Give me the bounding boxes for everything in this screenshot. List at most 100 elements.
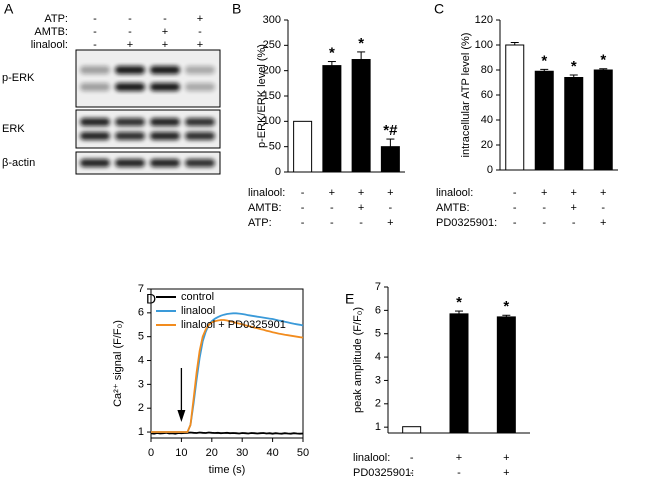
condition-label: AMTB: xyxy=(34,26,68,38)
annotation: * xyxy=(571,58,577,75)
y-tick-label: 100 xyxy=(475,39,493,51)
blot-band xyxy=(150,83,180,91)
y-tick-label: 100 xyxy=(263,115,281,127)
condition-label: linalool: xyxy=(248,187,285,199)
condition-sign: - xyxy=(410,452,414,464)
x-tick-label: 10 xyxy=(175,447,187,459)
bar xyxy=(496,316,516,434)
y-tick-label: 4 xyxy=(138,354,144,366)
x-tick-label: 0 xyxy=(148,447,154,459)
blot-band xyxy=(80,118,110,126)
condition-sign: - xyxy=(542,202,546,214)
blot-band xyxy=(80,66,110,74)
y-tick-label: 50 xyxy=(269,141,281,153)
x-axis-label: time (s) xyxy=(209,464,246,476)
condition-sign: + xyxy=(387,187,393,199)
y-tick-label: 0 xyxy=(487,164,493,176)
condition-label: AMTB: xyxy=(436,202,470,214)
line-series xyxy=(150,431,304,435)
y-tick-label: 250 xyxy=(263,39,281,51)
condition-sign: - xyxy=(93,13,97,25)
condition-sign: - xyxy=(330,202,334,214)
condition-sign: + xyxy=(197,13,203,25)
y-tick-label: 200 xyxy=(263,65,281,77)
condition-sign: - xyxy=(513,217,517,229)
y-tick-label: 2 xyxy=(375,398,381,410)
y-tick-label: 60 xyxy=(481,89,493,101)
condition-sign: + xyxy=(571,187,577,199)
bar xyxy=(505,44,525,171)
condition-sign: - xyxy=(572,217,576,229)
condition-label: linalool: xyxy=(436,187,473,199)
bar xyxy=(322,65,342,173)
blot-band xyxy=(115,159,145,167)
blot-band xyxy=(185,132,215,140)
annotation: * xyxy=(456,294,462,311)
x-tick-label: 30 xyxy=(236,447,248,459)
y-tick-label: 7 xyxy=(375,281,381,293)
blot-band xyxy=(150,159,180,167)
blot-band xyxy=(185,83,215,91)
blot-band xyxy=(185,118,215,126)
annotation: * xyxy=(541,52,547,69)
y-tick-label: 7 xyxy=(138,283,144,295)
condition-sign: + xyxy=(127,39,133,51)
blot-band xyxy=(80,159,110,167)
condition-sign: - xyxy=(301,217,305,229)
condition-sign: - xyxy=(542,217,546,229)
band-label: β-actin xyxy=(2,157,35,169)
y-tick-label: 0 xyxy=(275,166,281,178)
annotation: * xyxy=(503,298,509,315)
condition-sign: + xyxy=(503,467,509,479)
blot-band xyxy=(150,66,180,74)
plot-frame xyxy=(150,288,304,439)
annotation: * xyxy=(329,45,335,62)
condition-sign: + xyxy=(503,452,509,464)
y-tick-label: 150 xyxy=(263,90,281,102)
y-axis-label: peak amplitude (F/F₀) xyxy=(352,307,364,413)
condition-sign: + xyxy=(329,187,335,199)
bar xyxy=(534,70,554,171)
condition-sign: - xyxy=(301,187,305,199)
arrow-head xyxy=(177,410,186,422)
bar xyxy=(564,77,584,171)
condition-sign: + xyxy=(456,452,462,464)
condition-sign: + xyxy=(197,39,203,51)
y-tick-label: 300 xyxy=(263,14,281,26)
y-axis-label: intracellular ATP level (%) xyxy=(460,33,472,158)
bar xyxy=(402,426,422,434)
condition-sign: - xyxy=(93,39,97,51)
blot-band xyxy=(150,118,180,126)
x-tick-label: 50 xyxy=(297,447,309,459)
line-series xyxy=(151,312,304,433)
blot-band xyxy=(80,83,110,91)
condition-sign: - xyxy=(128,26,132,38)
blot-band xyxy=(185,66,215,74)
band-label: p-ERK xyxy=(2,72,35,84)
condition-sign: - xyxy=(359,217,363,229)
y-axis-label: Ca²⁺ signal (F/F₀) xyxy=(112,320,124,407)
condition-sign: - xyxy=(601,202,605,214)
blot-band xyxy=(185,159,215,167)
condition-sign: + xyxy=(358,202,364,214)
condition-sign: - xyxy=(301,202,305,214)
panel-label: C xyxy=(434,1,444,17)
y-tick-label: 3 xyxy=(138,378,144,390)
y-tick-label: 4 xyxy=(375,351,381,363)
condition-sign: + xyxy=(600,187,606,199)
bar xyxy=(380,146,400,173)
line-series xyxy=(151,319,304,433)
bar xyxy=(593,69,613,171)
condition-sign: - xyxy=(389,202,393,214)
blot-frame xyxy=(75,49,221,108)
panel-label: E xyxy=(345,291,354,307)
condition-sign: + xyxy=(387,217,393,229)
y-tick-label: 2 xyxy=(138,402,144,414)
legend-label: linalool + PD0325901 xyxy=(181,319,286,331)
legend-label: linalool xyxy=(181,305,215,317)
y-tick-label: 1 xyxy=(138,426,144,438)
condition-sign: - xyxy=(330,217,334,229)
bar xyxy=(449,313,469,434)
y-tick-label: 6 xyxy=(138,307,144,319)
